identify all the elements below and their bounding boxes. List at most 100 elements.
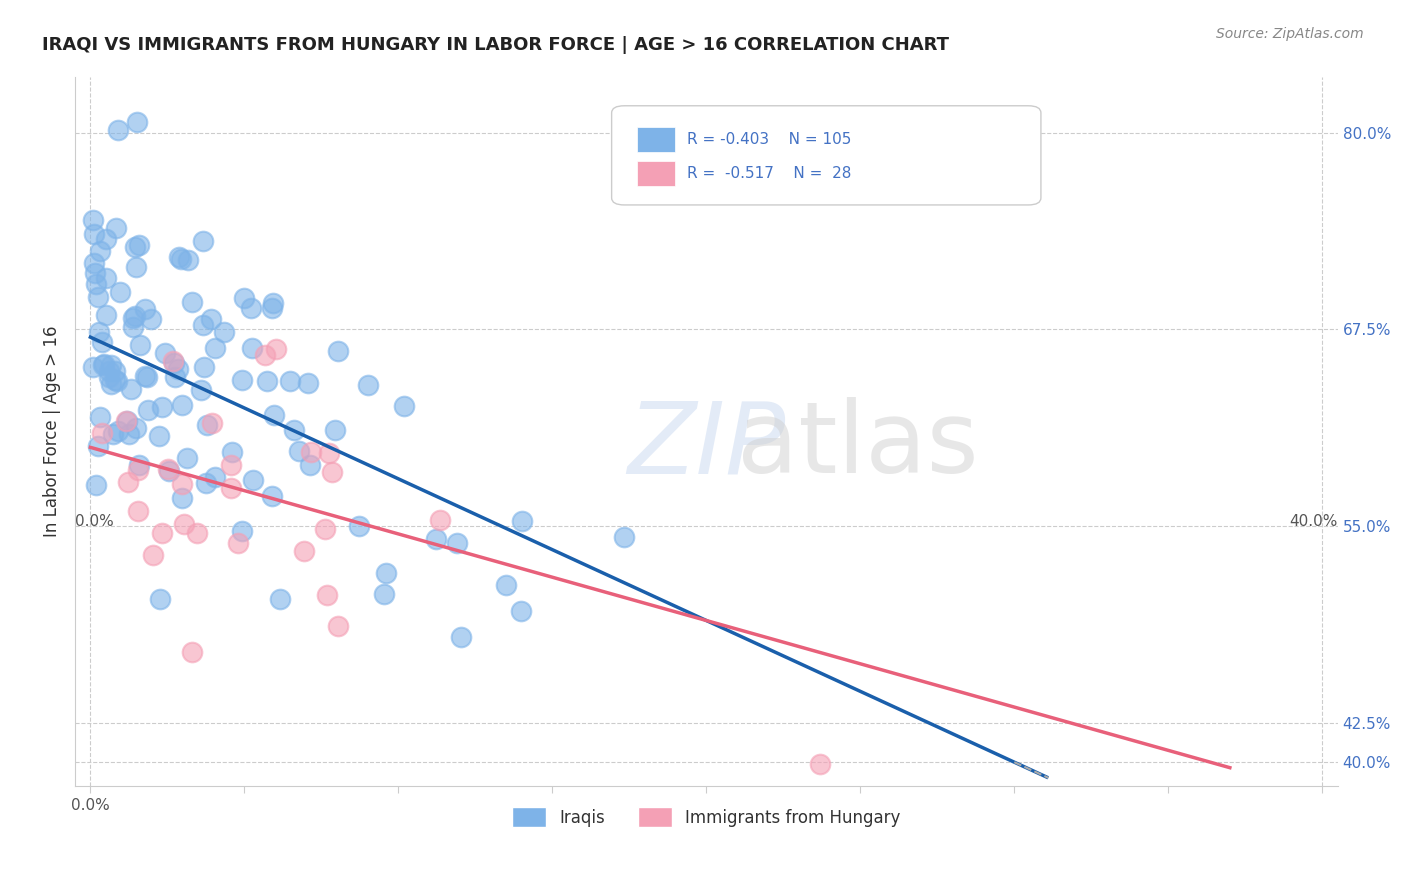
- Point: [191, 234, 214, 248]
- Point: [170, 398, 193, 412]
- Point: [176, 451, 198, 466]
- Point: [107, 425, 129, 439]
- Point: [90, 334, 112, 349]
- Point: [115, 414, 138, 428]
- Text: 0.0%: 0.0%: [75, 515, 114, 530]
- Point: [316, 589, 339, 603]
- Point: [128, 458, 150, 473]
- Point: [90, 425, 112, 440]
- Point: [299, 445, 322, 459]
- Y-axis label: In Labor Force | Age > 16: In Labor Force | Age > 16: [44, 326, 60, 537]
- Point: [152, 526, 174, 541]
- Point: [100, 376, 122, 391]
- Point: [297, 376, 319, 391]
- Point: [262, 301, 284, 316]
- Point: [87, 325, 110, 339]
- Point: [122, 310, 145, 325]
- Text: R =  -0.517    N =  28: R = -0.517 N = 28: [688, 166, 852, 181]
- Point: [127, 504, 149, 518]
- Point: [104, 364, 127, 378]
- Point: [82, 212, 104, 227]
- Point: [256, 375, 278, 389]
- Point: [83, 227, 105, 242]
- Text: IRAQI VS IMMIGRANTS FROM HUNGARY IN LABOR FORCE | AGE > 16 CORRELATION CHART: IRAQI VS IMMIGRANTS FROM HUNGARY IN LABO…: [42, 36, 949, 54]
- Point: [108, 285, 131, 300]
- FancyBboxPatch shape: [612, 106, 1040, 205]
- Point: [135, 370, 157, 384]
- Point: [495, 578, 517, 592]
- Point: [314, 523, 336, 537]
- Point: [373, 587, 395, 601]
- Point: [266, 342, 288, 356]
- Point: [87, 290, 110, 304]
- Text: Source: ZipAtlas.com: Source: ZipAtlas.com: [1216, 27, 1364, 41]
- Point: [150, 400, 173, 414]
- Point: [509, 604, 531, 618]
- Point: [134, 301, 156, 316]
- Point: [157, 464, 180, 478]
- Point: [142, 548, 165, 562]
- Point: [204, 341, 226, 355]
- Text: 40.0%: 40.0%: [1289, 515, 1337, 530]
- Bar: [637, 127, 675, 152]
- Point: [84, 277, 107, 291]
- Point: [84, 477, 107, 491]
- Point: [136, 403, 159, 417]
- Point: [326, 618, 349, 632]
- Point: [318, 445, 340, 459]
- Point: [263, 408, 285, 422]
- Point: [148, 428, 170, 442]
- Point: [446, 536, 468, 550]
- Point: [194, 476, 217, 491]
- Point: [510, 514, 533, 528]
- Point: [321, 465, 343, 479]
- Point: [169, 250, 191, 264]
- Point: [125, 421, 148, 435]
- Point: [105, 374, 128, 388]
- Point: [107, 123, 129, 137]
- Point: [124, 240, 146, 254]
- Point: [212, 325, 235, 339]
- Point: [200, 312, 222, 326]
- Point: [186, 525, 208, 540]
- Point: [347, 519, 370, 533]
- Point: [195, 417, 218, 432]
- Point: [125, 115, 148, 129]
- Point: [170, 491, 193, 505]
- Point: [231, 373, 253, 387]
- Point: [193, 359, 215, 374]
- Point: [242, 473, 264, 487]
- Point: [262, 296, 284, 310]
- Point: [167, 362, 190, 376]
- Point: [172, 477, 194, 491]
- Point: [283, 424, 305, 438]
- Point: [325, 423, 347, 437]
- Point: [170, 252, 193, 266]
- Point: [100, 358, 122, 372]
- Point: [104, 374, 127, 388]
- Point: [328, 343, 350, 358]
- Point: [139, 311, 162, 326]
- Point: [163, 369, 186, 384]
- Point: [810, 757, 832, 772]
- Point: [97, 364, 120, 378]
- Point: [125, 260, 148, 275]
- Point: [87, 439, 110, 453]
- Point: [98, 369, 121, 384]
- Point: [204, 470, 226, 484]
- Text: atlas: atlas: [737, 397, 979, 494]
- Point: [200, 416, 222, 430]
- Text: R = -0.403    N = 105: R = -0.403 N = 105: [688, 131, 852, 146]
- Point: [240, 301, 263, 315]
- Text: ZIP: ZIP: [627, 397, 786, 494]
- Point: [299, 458, 322, 472]
- Point: [181, 645, 204, 659]
- Point: [117, 414, 139, 428]
- Point: [180, 295, 202, 310]
- Point: [231, 524, 253, 539]
- Point: [89, 244, 111, 259]
- Point: [128, 237, 150, 252]
- Point: [89, 409, 111, 424]
- Point: [104, 221, 127, 235]
- Point: [425, 532, 447, 546]
